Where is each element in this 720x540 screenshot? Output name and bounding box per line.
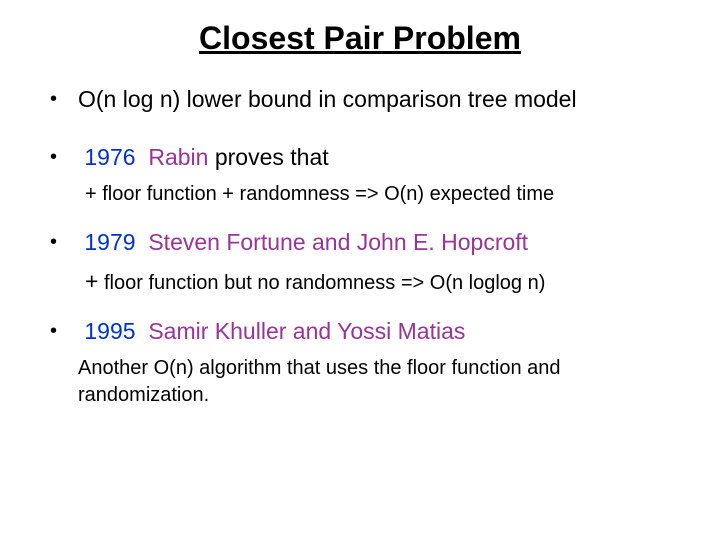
name-text: Rabin: [148, 144, 208, 170]
sub-line-3: Another O(n) algorithm that uses the flo…: [78, 355, 670, 409]
bullet-main: • O(n log n) lower bound in comparison t…: [50, 85, 670, 115]
bullet-item-3-text: 1995 Samir Khuller and Yossi Matias: [78, 317, 670, 347]
bullet-item-1: • 1976 Rabin proves that: [50, 143, 670, 173]
year-text: 1995: [84, 318, 135, 344]
bullet-item-2-text: 1979 Steven Fortune and John E. Hopcroft: [78, 228, 670, 258]
year-text: 1976: [84, 144, 135, 170]
sub-line-1: + floor function + randomness => O(n) ex…: [85, 181, 670, 208]
slide-title: Closest Pair Problem: [50, 20, 670, 57]
year-text: 1979: [84, 229, 135, 255]
name-text: Samir Khuller and Yossi Matias: [148, 318, 465, 344]
bullet-item-1-text: 1976 Rabin proves that: [78, 143, 670, 173]
bullet-marker-icon: •: [50, 228, 78, 256]
bullet-main-text: O(n log n) lower bound in comparison tre…: [78, 85, 670, 115]
rest-text: proves that: [208, 144, 328, 170]
bullet-item-2: • 1979 Steven Fortune and John E. Hopcro…: [50, 228, 670, 258]
bullet-item-3: • 1995 Samir Khuller and Yossi Matias: [50, 317, 670, 347]
bullet-marker-icon: •: [50, 317, 78, 345]
sub-text: floor function but no randomness => O(n …: [98, 272, 545, 294]
name-text: Steven Fortune and John E. Hopcroft: [148, 229, 528, 255]
sub-line-2: + floor function but no randomness => O(…: [85, 266, 670, 297]
bullet-marker-icon: •: [50, 85, 78, 113]
bullet-marker-icon: •: [50, 143, 78, 171]
slide-container: Closest Pair Problem • O(n log n) lower …: [0, 0, 720, 449]
plus-lead: +: [85, 268, 98, 294]
